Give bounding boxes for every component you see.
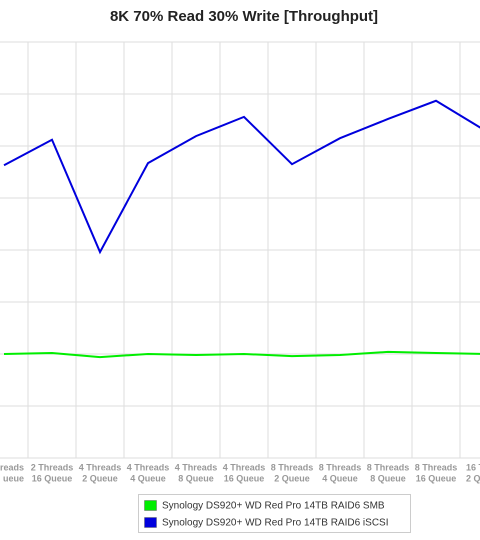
x-tick-label: 16 Queue [32,473,73,483]
legend-swatch [144,500,157,511]
x-tick-label: hreads [0,462,24,472]
x-tick-label: 16 Queue [416,473,457,483]
x-tick-label: 4 Queue [322,473,358,483]
x-tick-label: 8 Threads [319,462,362,472]
x-tick-label: 8 Threads [415,462,458,472]
legend-label: Synology DS920+ WD Red Pro 14TB RAID6 SM… [162,501,385,512]
x-tick-label: 2 Queue [274,473,310,483]
x-tick-label: ueue [3,473,24,483]
x-tick-label: 4 Threads [175,462,218,472]
x-tick-label: 8 Threads [367,462,410,472]
x-tick-label: 4 Threads [127,462,170,472]
x-tick-label: 4 Queue [130,473,166,483]
x-tick-label: 2 Threads [31,462,74,472]
x-tick-label: 16 Queue [224,473,265,483]
x-tick-label: 2 Queue [82,473,118,483]
legend-label: Synology DS920+ WD Red Pro 14TB RAID6 iS… [162,518,388,529]
x-tick-label: 2 Q [466,473,480,483]
legend-swatch [144,517,157,528]
legend-box [138,494,411,533]
x-tick-label: 8 Queue [178,473,214,483]
series-line [3,350,480,359]
chart-title: 8K 70% Read 30% Write [Throughput] [110,8,378,25]
x-tick-label: 4 Threads [223,462,266,472]
series-line [3,99,480,255]
x-tick-label: 4 Threads [79,462,122,472]
x-tick-label: 8 Queue [370,473,406,483]
x-tick-label: 16 T [466,462,480,472]
x-tick-label: 8 Threads [271,462,314,472]
